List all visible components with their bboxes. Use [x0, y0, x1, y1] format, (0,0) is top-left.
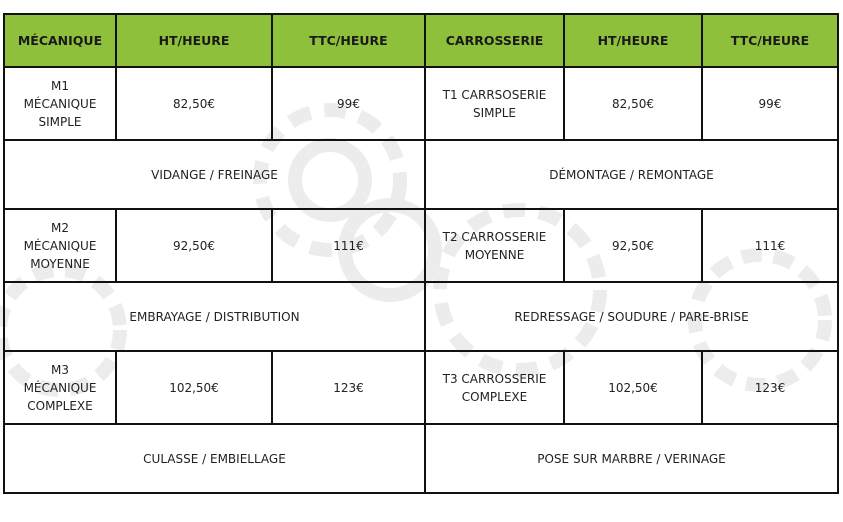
mec-ht-price: 92,50€: [115, 208, 273, 283]
table-row: M1 MÉCANIQUE SIMPLE 82,50€ 99€ T1 CARRSO…: [3, 66, 839, 141]
mec-work: EMBRAYAGE / DISTRIBUTION: [3, 281, 426, 352]
header-car-ht: HT/HEURE: [563, 13, 703, 68]
table-row: EMBRAYAGE / DISTRIBUTION REDRESSAGE / SO…: [3, 281, 839, 352]
header-carrosserie: CARROSSERIE: [424, 13, 565, 68]
table-row: CULASSE / EMBIELLAGE POSE SUR MARBRE / V…: [3, 423, 839, 494]
header-mec-ht: HT/HEURE: [115, 13, 273, 68]
car-ht-price: 82,50€: [563, 66, 703, 141]
table-row: M2 MÉCANIQUE MOYENNE 92,50€ 111€ T2 CARR…: [3, 208, 839, 283]
car-ht-price: 102,50€: [563, 350, 703, 425]
header-row: MÉCANIQUE HT/HEURE TTC/HEURE CARROSSERIE…: [3, 13, 839, 68]
mec-ttc-price: 99€: [271, 66, 426, 141]
mec-ht-price: 102,50€: [115, 350, 273, 425]
car-work: DÉMONTAGE / REMONTAGE: [424, 139, 839, 210]
car-level: T2 CARROSSERIE MOYENNE: [424, 208, 565, 283]
car-ttc-price: 123€: [701, 350, 839, 425]
mec-level: M2 MÉCANIQUE MOYENNE: [3, 208, 117, 283]
car-ht-price: 92,50€: [563, 208, 703, 283]
car-ttc-price: 99€: [701, 66, 839, 141]
mec-ttc-price: 111€: [271, 208, 426, 283]
car-level: T1 CARRSOSERIE SIMPLE: [424, 66, 565, 141]
mec-work: CULASSE / EMBIELLAGE: [3, 423, 426, 494]
header-car-ttc: TTC/HEURE: [701, 13, 839, 68]
car-work: POSE SUR MARBRE / VERINAGE: [424, 423, 839, 494]
car-work: REDRESSAGE / SOUDURE / PARE-BRISE: [424, 281, 839, 352]
header-mecanique: MÉCANIQUE: [3, 13, 117, 68]
mec-level: M3 MÉCANIQUE COMPLEXE: [3, 350, 117, 425]
header-mec-ttc: TTC/HEURE: [271, 13, 426, 68]
pricing-table: MÉCANIQUE HT/HEURE TTC/HEURE CARROSSERIE…: [3, 13, 839, 494]
mec-work: VIDANGE / FREINAGE: [3, 139, 426, 210]
mec-ht-price: 82,50€: [115, 66, 273, 141]
table-row: M3 MÉCANIQUE COMPLEXE 102,50€ 123€ T3 CA…: [3, 350, 839, 425]
car-level: T3 CARROSSERIE COMPLEXE: [424, 350, 565, 425]
car-ttc-price: 111€: [701, 208, 839, 283]
mec-level: M1 MÉCANIQUE SIMPLE: [3, 66, 117, 141]
mec-ttc-price: 123€: [271, 350, 426, 425]
table-row: VIDANGE / FREINAGE DÉMONTAGE / REMONTAGE: [3, 139, 839, 210]
